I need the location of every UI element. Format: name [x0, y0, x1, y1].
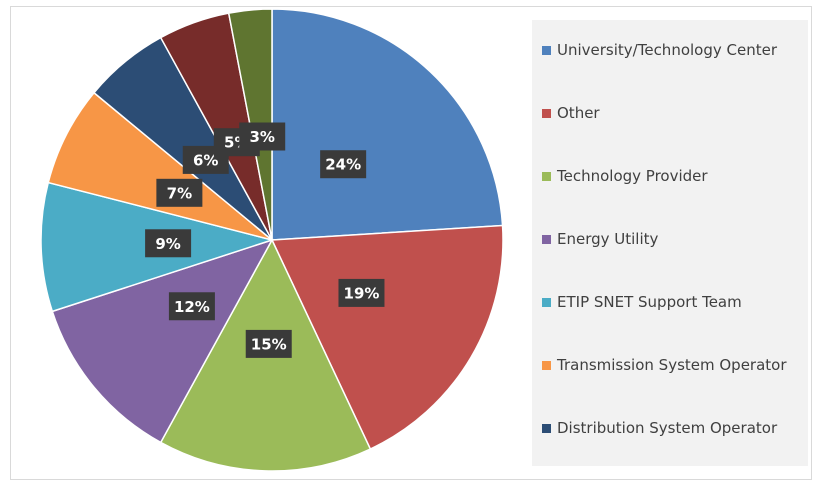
- data-label-box: [320, 150, 367, 179]
- legend-swatch: [542, 424, 551, 433]
- legend-label: ETIP SNET Support Team: [557, 293, 742, 311]
- legend-item: ETIP SNET Support Team: [542, 290, 804, 315]
- legend-swatch: [542, 172, 551, 181]
- legend-swatch: [542, 46, 551, 55]
- legend-swatch: [542, 109, 551, 118]
- data-label-text: 19%: [344, 284, 380, 302]
- data-label-text: 9%: [155, 235, 180, 253]
- data-label-text: 12%: [174, 298, 210, 316]
- data-label: 15%: [245, 329, 292, 358]
- data-label: 7%: [156, 178, 203, 207]
- legend-swatch: [542, 298, 551, 307]
- legend-item: Energy Utility: [542, 227, 804, 252]
- data-label-box: [145, 229, 192, 258]
- legend-label: Technology Provider: [557, 167, 708, 185]
- data-label-text: 15%: [251, 335, 287, 353]
- legend-label: Energy Utility: [557, 230, 659, 248]
- legend: University/Technology Center Other Technol…: [532, 20, 808, 466]
- legend-label: Other: [557, 104, 600, 122]
- legend-item: Technology Provider: [542, 164, 804, 189]
- legend-item: Other: [542, 101, 804, 126]
- data-label-text: 6%: [193, 151, 218, 169]
- data-label: 24%: [320, 150, 367, 179]
- data-label: 6%: [182, 145, 229, 174]
- data-label-text: 3%: [249, 128, 274, 146]
- pie-slice: [271, 8, 504, 241]
- legend-label: Transmission System Operator: [557, 356, 787, 374]
- data-label: 9%: [145, 229, 192, 258]
- legend-swatch: [542, 361, 551, 370]
- legend-item: Transmission System Operator: [542, 353, 804, 378]
- pie-slice: [270, 224, 504, 451]
- data-label-box: [245, 329, 292, 358]
- data-label-text: 24%: [325, 156, 361, 174]
- data-label: 19%: [338, 278, 385, 307]
- data-label-box: [239, 122, 286, 151]
- pie-slice: [47, 91, 273, 241]
- legend-label: University/Technology Center: [557, 41, 777, 59]
- data-label-box: [168, 292, 215, 321]
- pie-slice: [51, 238, 274, 444]
- data-label: 3%: [239, 122, 286, 151]
- legend-label: Distribution System Operator: [557, 419, 778, 437]
- data-label-box: [338, 278, 385, 307]
- legend-item: University/Technology Center: [542, 38, 804, 63]
- data-label-text: 7%: [167, 184, 192, 202]
- data-label-box: [156, 178, 203, 207]
- legend-item: Distribution System Operator: [542, 416, 804, 441]
- data-label: 12%: [168, 292, 215, 321]
- legend-swatch: [542, 235, 551, 244]
